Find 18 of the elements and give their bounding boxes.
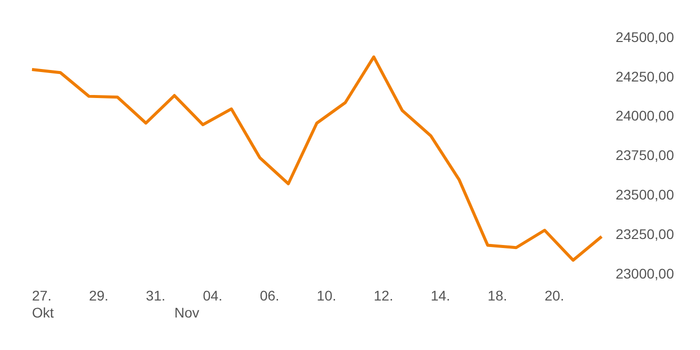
y-tick-label: 23000,00 (616, 265, 674, 282)
y-tick-label: 23250,00 (616, 226, 674, 242)
y-tick-label: 23750,00 (616, 147, 674, 164)
x-tick-label: 06. (260, 288, 280, 304)
x-tick-label: 10. (316, 288, 336, 304)
x-tick-label: 04. (202, 288, 222, 304)
x-tick-label: 12. (374, 288, 394, 304)
x-tick-label: 14. (430, 288, 450, 304)
x-tick-label: 31. (146, 288, 166, 304)
y-tick-label: 24500,00 (616, 28, 674, 45)
x-tick-label: Nov (174, 304, 200, 320)
y-tick-label: 24000,00 (616, 108, 674, 124)
x-tick-label: 20. (544, 288, 564, 304)
y-tick-label: 23500,00 (616, 186, 674, 202)
x-tick-label: 27. Okt (32, 288, 54, 320)
x-tick-label: 18. (488, 288, 508, 304)
x-tick-label: 29. (88, 288, 108, 304)
y-tick-label: 24250,00 (616, 68, 674, 84)
